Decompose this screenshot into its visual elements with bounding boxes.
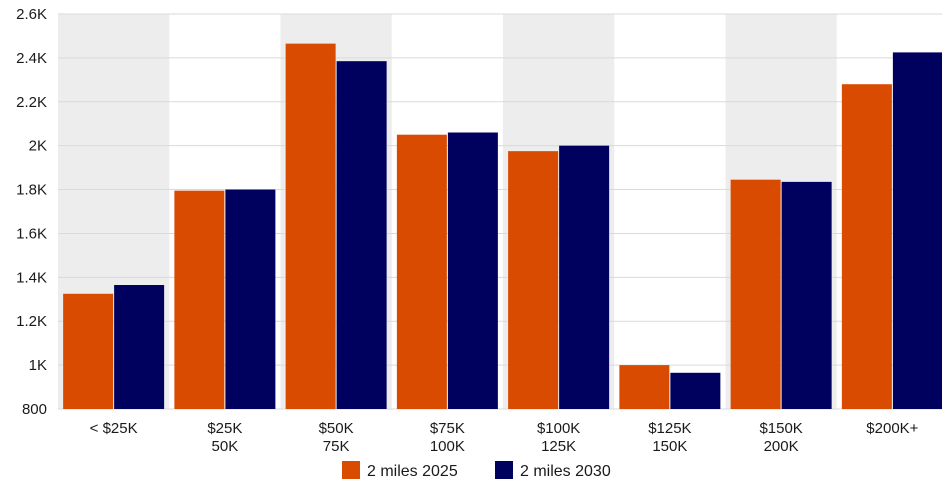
y-tick-label: 1.4K [16,269,47,286]
x-tick-label-line: 150K [652,438,687,455]
legend-label: 2 miles 2025 [367,463,458,480]
bar [781,181,832,409]
y-tick-label: 1.6K [16,225,47,242]
y-tick-label: 1.2K [16,313,47,330]
x-tick-label: $100K 125K [537,420,580,455]
x-tick-label: $200K+ [866,420,918,437]
bars [63,43,942,410]
bar [285,43,336,409]
bar [447,132,498,409]
bar [336,61,387,410]
x-tick-label: < $25K [90,420,138,437]
y-axis: 800 1K 1.2K 1.4K 1.6K 1.8K 2K 2.2K 2.4K 2.6K [16,6,47,418]
bar [619,365,670,409]
legend-swatch [495,461,513,479]
x-tick-label-line: 75K [323,438,350,455]
y-tick-label: 2.2K [16,94,47,111]
bar [63,293,114,409]
x-tick-label-line: 50K [212,438,239,455]
x-tick-label: $50K 75K [319,420,354,455]
x-tick-label-line: < $25K [90,420,138,437]
bar [396,134,447,409]
bar [225,189,276,409]
y-tick-label: 2.6K [16,6,47,23]
bar [114,285,165,409]
bar [508,151,559,409]
x-tick-label-line: 125K [541,438,576,455]
x-tick-label-line: $125K [648,420,691,437]
x-tick-label-line: 200K [764,438,799,455]
x-tick-label-line: 100K [430,438,465,455]
legend-swatch [342,461,360,479]
x-tick-label-line: $75K [430,420,465,437]
bar [841,84,892,409]
x-tick-label-line: $50K [319,420,354,437]
y-tick-label: 1K [29,357,47,374]
x-axis: < $25K $25K 50K $50K 75K $75K 100K $100K 125K $12… [90,420,919,455]
legend: 2 miles 2025 2 miles 2030 [342,461,611,480]
y-tick-label: 2.4K [16,50,47,67]
bar [559,145,610,409]
bar [892,52,942,410]
bar [730,179,781,409]
bar [670,372,721,409]
y-tick-label: 800 [22,401,47,418]
x-tick-label: $25K 50K [207,420,242,455]
x-tick-label: $150K 200K [759,420,802,455]
y-tick-label: 1.8K [16,182,47,199]
y-tick-label: 2K [29,138,47,155]
x-tick-label: $125K 150K [648,420,691,455]
x-tick-label: $75K 100K [430,420,465,455]
legend-label: 2 miles 2030 [520,463,611,480]
x-tick-label-line: $200K+ [866,420,918,437]
x-tick-label-line: $25K [207,420,242,437]
x-tick-label-line: $150K [759,420,802,437]
x-tick-label-line: $100K [537,420,580,437]
bar [174,190,225,409]
